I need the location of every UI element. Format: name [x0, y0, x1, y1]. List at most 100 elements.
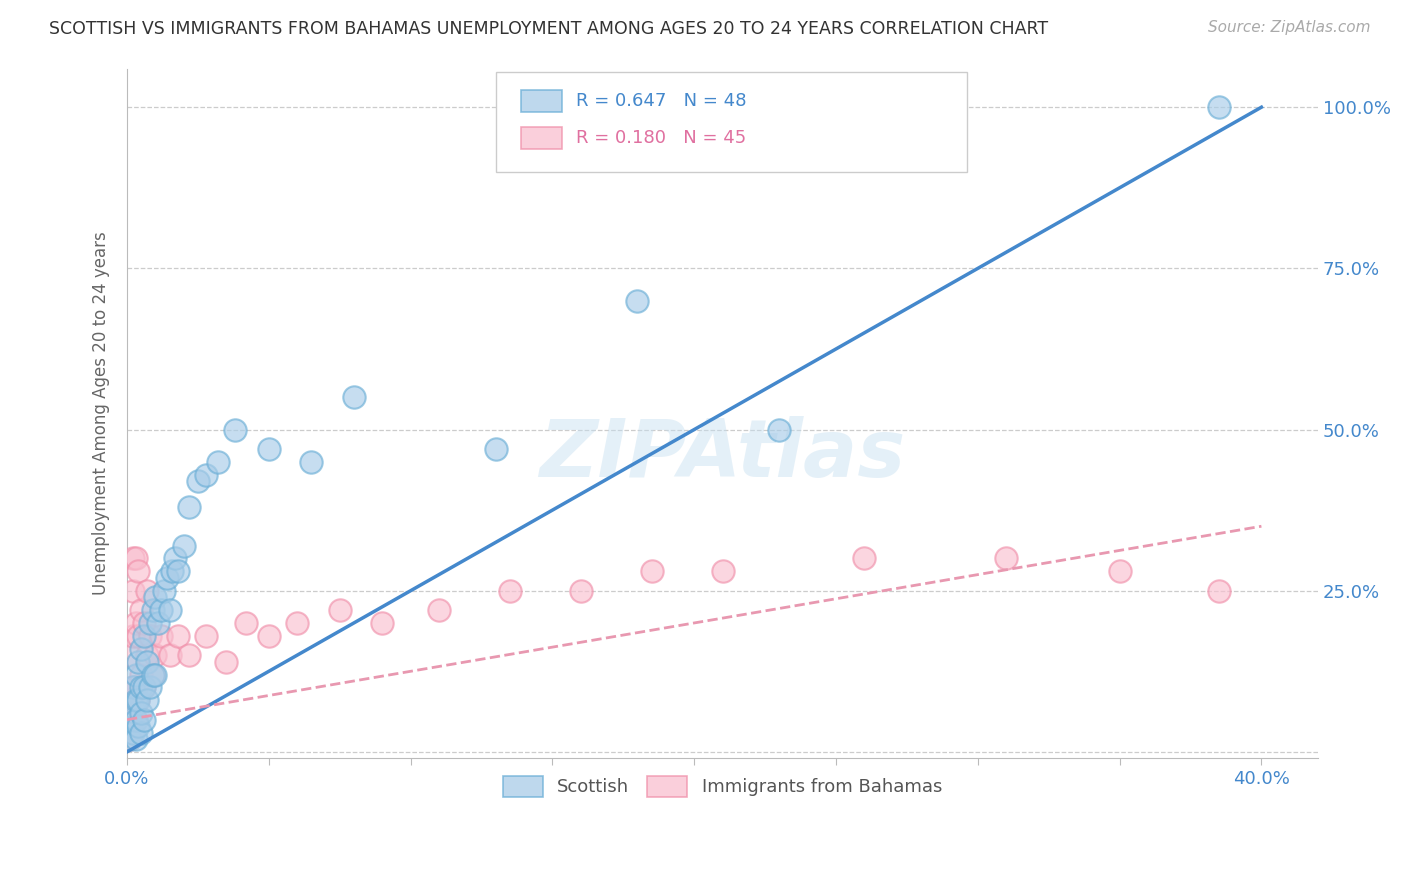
Legend: Scottish, Immigrants from Bahamas: Scottish, Immigrants from Bahamas: [485, 758, 960, 815]
Point: [121, 713, 143, 727]
Point: [195, 629, 218, 643]
Point: [195, 467, 218, 482]
Point: [135, 693, 157, 707]
Point: [299, 455, 322, 469]
Point: [121, 681, 143, 695]
Point: [215, 655, 238, 669]
Point: [127, 719, 149, 733]
Point: [118, 693, 141, 707]
Point: [135, 583, 157, 598]
Point: [257, 442, 280, 456]
Point: [162, 565, 184, 579]
FancyBboxPatch shape: [522, 128, 562, 149]
Point: [167, 565, 190, 579]
Point: [121, 699, 143, 714]
Point: [124, 615, 146, 630]
Point: [118, 731, 141, 746]
Point: [138, 615, 160, 630]
Point: [129, 725, 152, 739]
Point: [118, 713, 141, 727]
Point: [153, 583, 176, 598]
Point: [165, 551, 187, 566]
Point: [150, 603, 173, 617]
Point: [121, 681, 143, 695]
Point: [124, 731, 146, 746]
Point: [159, 603, 181, 617]
Point: [127, 629, 149, 643]
Text: SCOTTISH VS IMMIGRANTS FROM BAHAMAS UNEMPLOYMENT AMONG AGES 20 TO 24 YEARS CORRE: SCOTTISH VS IMMIGRANTS FROM BAHAMAS UNEM…: [49, 20, 1049, 37]
Point: [569, 583, 592, 598]
Point: [159, 648, 181, 663]
Point: [121, 583, 143, 598]
Point: [167, 629, 190, 643]
Point: [129, 641, 152, 656]
Point: [127, 693, 149, 707]
Point: [371, 615, 394, 630]
Point: [1208, 100, 1230, 114]
Point: [121, 629, 143, 643]
Point: [132, 615, 155, 630]
Point: [156, 571, 179, 585]
Point: [135, 648, 157, 663]
Point: [235, 615, 257, 630]
Point: [127, 693, 149, 707]
Point: [150, 629, 173, 643]
Point: [499, 583, 522, 598]
Point: [343, 390, 366, 404]
Point: [141, 667, 163, 681]
Point: [124, 713, 146, 727]
Point: [135, 655, 157, 669]
Point: [138, 681, 160, 695]
Point: [179, 500, 201, 514]
Point: [1108, 565, 1130, 579]
Point: [141, 603, 163, 617]
Point: [138, 629, 160, 643]
Point: [129, 681, 152, 695]
Point: [132, 681, 155, 695]
Point: [187, 474, 209, 488]
Point: [711, 565, 734, 579]
Point: [853, 551, 876, 566]
Y-axis label: Unemployment Among Ages 20 to 24 years: Unemployment Among Ages 20 to 24 years: [93, 232, 110, 595]
FancyBboxPatch shape: [522, 90, 562, 112]
Point: [179, 648, 201, 663]
Point: [143, 648, 166, 663]
Point: [129, 667, 152, 681]
Point: [124, 681, 146, 695]
Point: [485, 442, 508, 456]
Point: [124, 713, 146, 727]
Point: [427, 603, 450, 617]
Point: [121, 725, 143, 739]
Point: [257, 629, 280, 643]
Point: [118, 648, 141, 663]
Point: [129, 603, 152, 617]
Point: [329, 603, 352, 617]
Text: R = 0.647   N = 48: R = 0.647 N = 48: [576, 92, 747, 110]
Point: [224, 423, 246, 437]
Point: [118, 731, 141, 746]
Point: [626, 293, 648, 308]
Point: [127, 655, 149, 669]
Text: Source: ZipAtlas.com: Source: ZipAtlas.com: [1208, 20, 1371, 35]
Point: [132, 713, 155, 727]
Point: [207, 455, 229, 469]
Point: [141, 667, 163, 681]
Point: [121, 551, 143, 566]
Point: [129, 706, 152, 721]
Point: [124, 693, 146, 707]
FancyBboxPatch shape: [496, 72, 967, 172]
Point: [285, 615, 308, 630]
Point: [124, 551, 146, 566]
Point: [1208, 583, 1230, 598]
Point: [132, 681, 155, 695]
Point: [143, 590, 166, 604]
Point: [132, 629, 155, 643]
Point: [173, 539, 195, 553]
Point: [127, 565, 149, 579]
Text: ZIPAtlas: ZIPAtlas: [540, 416, 905, 494]
Point: [143, 667, 166, 681]
Text: R = 0.180   N = 45: R = 0.180 N = 45: [576, 129, 747, 147]
Point: [995, 551, 1018, 566]
Point: [118, 713, 141, 727]
Point: [768, 423, 790, 437]
